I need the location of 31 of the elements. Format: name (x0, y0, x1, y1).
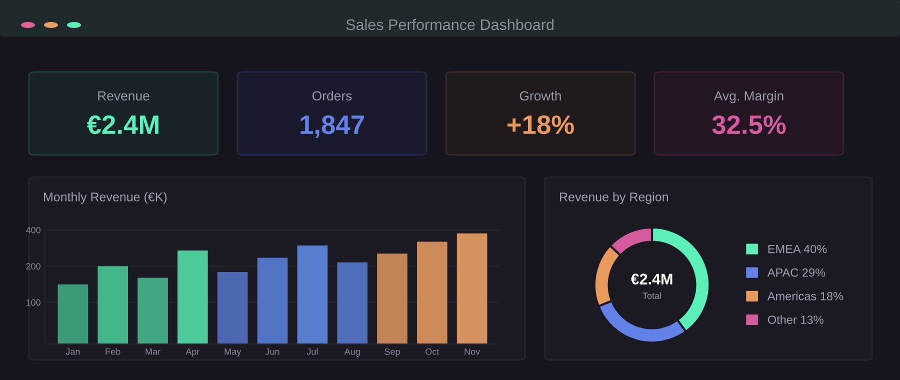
legend-label: APAC 29% (767, 268, 826, 277)
x-tick-label: Apr (186, 348, 200, 357)
x-tick-label: Jul (306, 348, 318, 355)
text: 32.5% (712, 115, 786, 134)
x-tick-label: Aug (344, 348, 360, 357)
chart-title: Monthly Revenue (€K) (44, 192, 167, 204)
x-tick-label: Mar (146, 348, 160, 355)
text: Orders (312, 90, 352, 101)
x-tick-label: May (224, 348, 242, 357)
legend-label: Other 13% (768, 315, 824, 324)
chart-title: Revenue by Region (560, 192, 668, 204)
text: €2.4M (86, 115, 158, 134)
text: Sales Performance Dashboard (346, 18, 554, 30)
legend-label: EMEA 40% (768, 244, 827, 254)
x-tick-label: Oct (426, 348, 440, 355)
text: Revenue (98, 91, 150, 101)
x-tick-label: Sep (384, 348, 400, 357)
x-tick-label: Nov (464, 348, 480, 355)
legend-label: Americas 18% (767, 292, 844, 300)
y-tick-label: 200 (26, 263, 40, 270)
text: Growth (520, 90, 561, 101)
y-tick-label: 400 (26, 226, 40, 234)
x-tick-label: Jan (66, 348, 80, 355)
text: €2.4M (630, 274, 672, 284)
x-tick-label: Feb (106, 348, 120, 355)
text: Avg. Margin (714, 90, 784, 104)
text: 1,847 (300, 115, 364, 138)
y-tick-label: 100 (26, 299, 40, 306)
text: Total (642, 292, 661, 299)
x-tick-label: Jun (265, 348, 280, 355)
text: +18% (507, 115, 574, 134)
